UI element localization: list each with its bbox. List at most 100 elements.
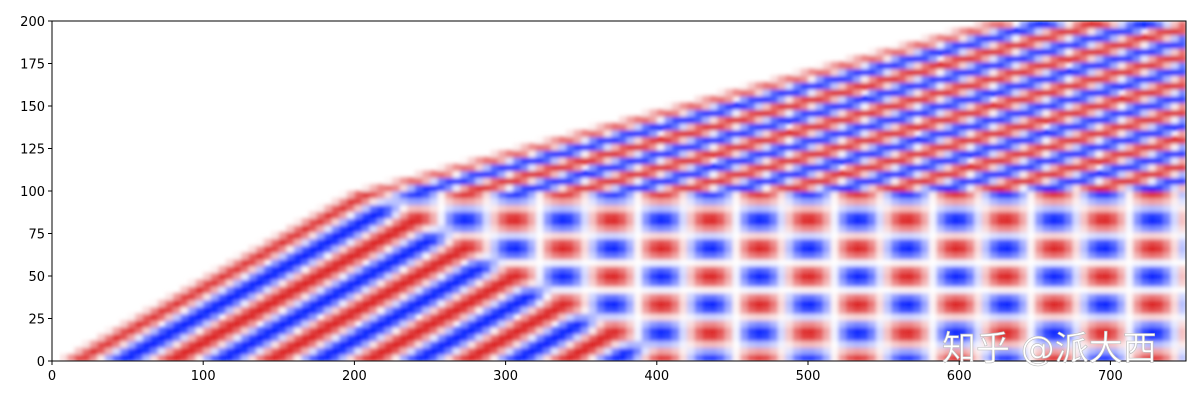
field-cell [883,320,892,328]
field-cell [641,211,650,219]
field-cell [800,231,809,240]
field-cell [702,136,711,144]
field-cell [1155,279,1164,287]
field-cell [1133,21,1142,29]
field-cell [82,340,91,348]
field-cell [301,299,310,308]
field-cell [936,320,945,328]
field-cell [1125,89,1134,97]
field-cell [906,68,915,76]
field-cell [203,347,212,355]
field-cell [671,191,681,199]
field-cell [785,116,794,124]
field-cell [634,347,643,355]
field-cell [316,333,325,342]
field-cell [573,293,582,301]
field-cell [755,177,764,185]
field-cell [853,272,862,280]
field-cell [1065,293,1074,301]
field-cell [1163,41,1172,49]
field-cell [777,340,786,348]
field-cell [1019,279,1028,287]
field-cell [634,320,643,328]
field-cell [354,252,363,260]
field-cell [1019,299,1028,308]
field-cell [1065,89,1074,97]
field-cell [891,245,900,253]
field-cell [823,116,832,124]
field-cell [944,75,953,83]
field-cell [664,225,673,233]
field-cell [498,170,507,178]
field-cell [1057,231,1066,240]
field-cell [286,340,295,348]
field-cell [1087,218,1096,226]
field-cell [989,259,998,267]
field-cell [664,143,673,151]
field-cell [520,225,529,233]
field-cell [619,252,628,260]
field-cell [868,129,877,138]
field-cell [891,286,900,294]
field-cell [891,89,900,97]
field-cell [248,252,257,260]
field-cell [558,163,567,172]
field-cell [997,150,1006,158]
field-cell [369,197,378,206]
field-cell [747,347,756,355]
field-cell [770,204,779,212]
field-cell [951,347,960,355]
field-cell [823,157,832,165]
field-cell [324,238,333,246]
field-cell [921,293,930,301]
field-cell [966,75,975,83]
field-cell [876,252,885,260]
field-cell [346,286,355,294]
field-cell [566,347,575,355]
field-cell [792,116,802,124]
field-cell [316,279,325,287]
field-cell [649,163,658,172]
field-cell [1034,245,1043,253]
field-cell [951,116,960,124]
field-cell [906,191,915,199]
field-cell [1034,347,1043,355]
field-cell [951,157,960,165]
field-cell [1095,211,1104,219]
field-cell [218,333,227,342]
field-cell [422,184,431,192]
field-cell [150,340,159,348]
field-cell [1148,177,1157,185]
field-cell [1042,225,1051,233]
field-cell [709,327,718,335]
field-cell [921,102,930,110]
field-cell [936,75,945,83]
field-cell [641,204,650,212]
field-cell [1080,279,1089,287]
field-cell [959,143,968,151]
field-cell [377,245,386,253]
field-cell [936,129,945,138]
field-cell [505,279,514,287]
field-cell [724,245,733,253]
field-cell [898,204,907,212]
field-cell [800,136,809,144]
field-cell [1065,170,1074,178]
field-cell [1117,68,1127,76]
field-cell [475,231,484,240]
field-cell [490,313,499,321]
field-cell [603,313,613,321]
field-cell [1049,129,1059,138]
field-cell [853,157,862,165]
field-cell [989,279,998,287]
field-cell [467,306,476,314]
field-cell [437,347,446,355]
field-cell [868,354,877,361]
field-cell [966,143,975,151]
field-cell [127,320,136,328]
field-cell [1087,225,1096,233]
field-cell [959,354,968,361]
field-cell [1102,170,1111,178]
field-cell [664,252,673,260]
field-cell [702,150,711,158]
